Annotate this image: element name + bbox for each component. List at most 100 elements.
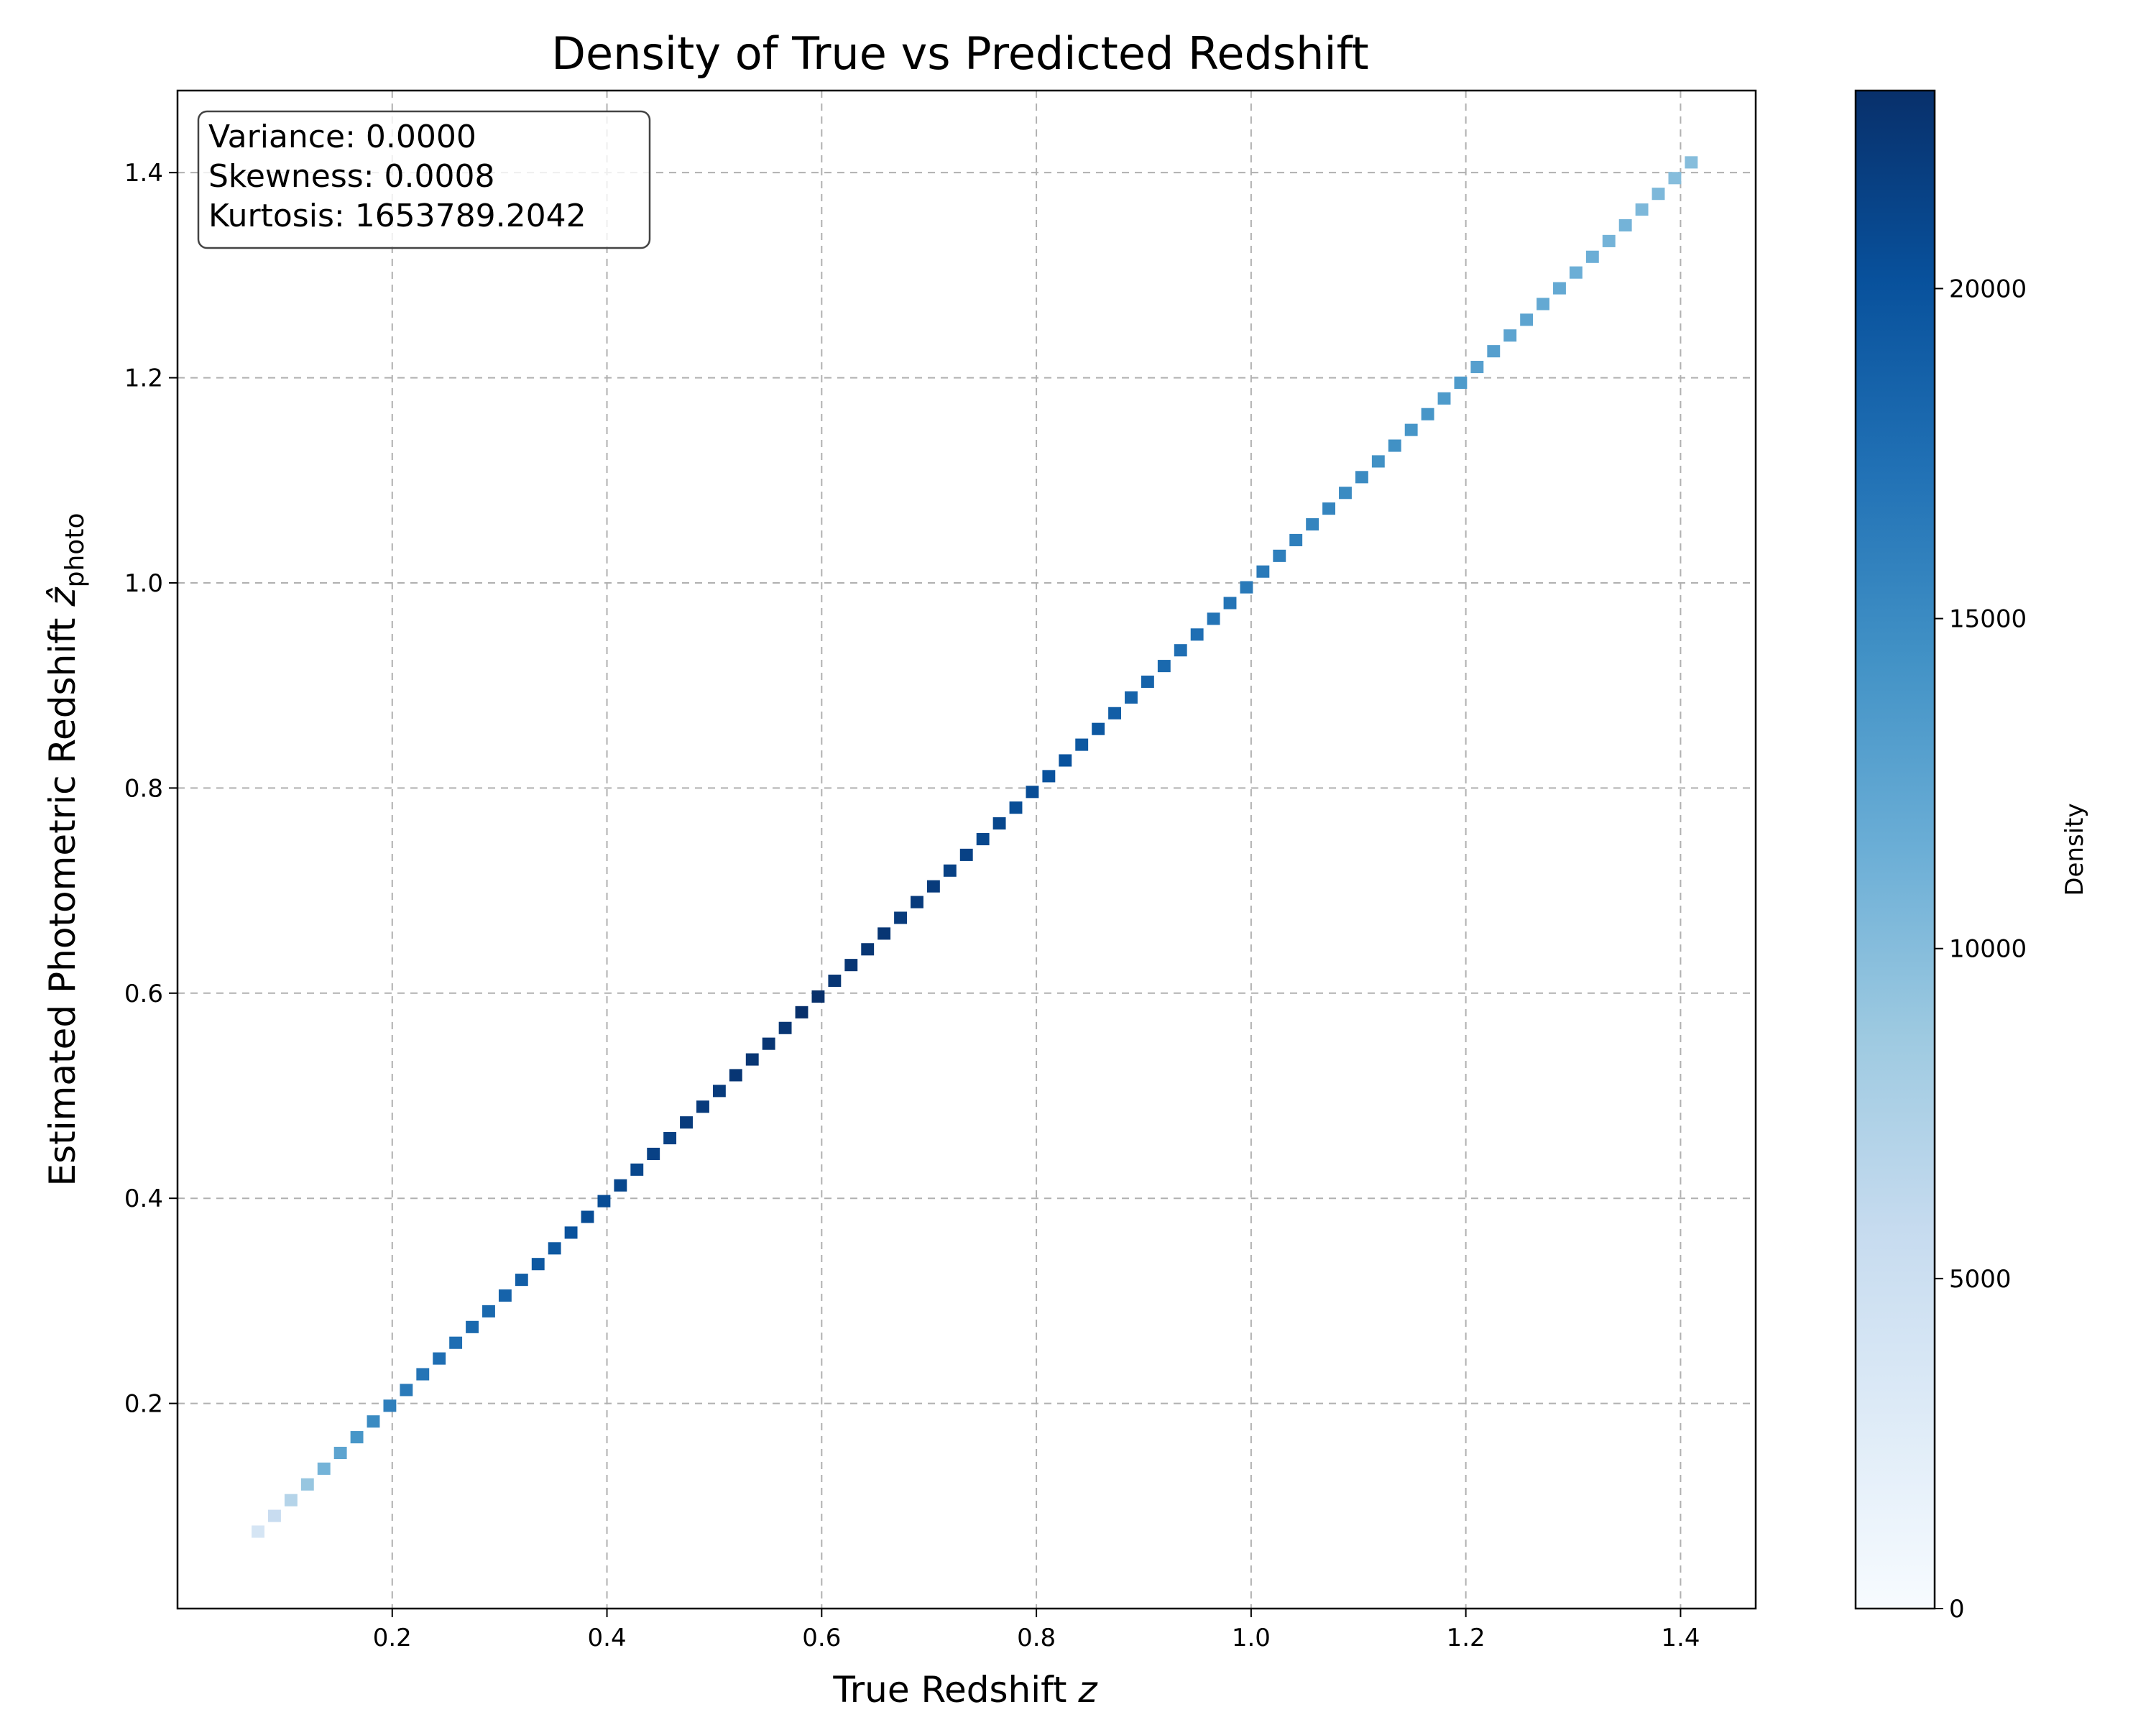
density-bin [367, 1415, 380, 1428]
x-axis-title-text: True Redshift [832, 1669, 1067, 1711]
density-bin [795, 1006, 808, 1018]
density-bin [383, 1399, 397, 1412]
density-bin [1339, 487, 1352, 500]
colorbar-tick-label: 15000 [1949, 605, 2027, 634]
x-tick-label: 0.8 [1017, 1624, 1056, 1652]
colorbar: 0 5000 10000 15000 20000 Density [1854, 89, 2089, 1624]
y-tick-label: 0.8 [124, 774, 163, 803]
density-bin [1026, 786, 1039, 799]
density-bin [712, 1085, 726, 1098]
density-bin [926, 880, 940, 893]
density-bin [844, 959, 858, 972]
density-bins [252, 156, 1698, 1538]
density-bin [778, 1021, 792, 1034]
density-bin [1141, 675, 1154, 689]
density-bin [1092, 722, 1105, 735]
density-bin [894, 911, 907, 924]
y-tick-label: 0.6 [124, 980, 163, 1008]
density-bin [416, 1368, 430, 1381]
stats-skewness: Skewness: 0.0008 [208, 158, 494, 195]
colorbar-gradient [1854, 89, 1936, 1610]
chart-title: Density of True vs Predicted Redshift [551, 27, 1368, 80]
y-axis-title: Estimated Photometric Redshift ẑphoto [42, 513, 90, 1187]
density-bin [1322, 502, 1335, 515]
density-bin [482, 1305, 495, 1317]
density-bin [630, 1163, 644, 1176]
density-bin [1470, 361, 1484, 374]
density-bin [959, 848, 973, 861]
density-bin [943, 864, 957, 877]
stats-variance: Variance: 0.0000 [208, 119, 476, 155]
colorbar-tick-label: 20000 [1949, 275, 2027, 303]
colorbar-tick-label: 10000 [1949, 935, 2027, 964]
plot-area-frame [176, 89, 1757, 1610]
y-axis-title-sub: photo [60, 513, 90, 588]
y-axis-title-text: Estimated Photometric Redshift [42, 618, 83, 1187]
density-bin [400, 1384, 413, 1397]
density-bin [1306, 518, 1319, 531]
density-bin [663, 1131, 677, 1145]
stats-box-frame [197, 110, 651, 249]
density-bin [1371, 455, 1385, 468]
density-bin [1355, 471, 1368, 484]
density-bin [531, 1258, 545, 1271]
density-bin [1388, 439, 1401, 452]
density-bin [466, 1320, 479, 1333]
density-bin [1240, 581, 1253, 594]
density-bin [333, 1446, 347, 1460]
density-bin [861, 943, 875, 956]
density-bin [597, 1195, 611, 1208]
density-bin [564, 1226, 578, 1239]
x-axis-title: True Redshift z [832, 1669, 1098, 1711]
density-bin [515, 1274, 528, 1287]
density-bin [1520, 313, 1534, 326]
density-bin [317, 1462, 331, 1475]
density-bin [252, 1525, 264, 1538]
density-bin [745, 1053, 759, 1066]
stats-box: Variance: 0.0000 Skewness: 0.0008 Kurtos… [197, 110, 651, 249]
density-bin [729, 1069, 742, 1082]
density-bin [1651, 188, 1665, 201]
density-bin [811, 990, 825, 1003]
density-bin [680, 1116, 693, 1129]
density-bin [1256, 565, 1270, 578]
density-bin [1569, 266, 1583, 279]
density-bin [1157, 660, 1171, 673]
density-bin [1404, 423, 1418, 436]
density-bin [1289, 533, 1303, 546]
density-bin [992, 817, 1006, 830]
density-bin [877, 927, 891, 940]
density-bin [1009, 801, 1023, 814]
x-axis-title-var: z [1077, 1669, 1098, 1711]
density-bin [828, 975, 842, 988]
density-bin [1668, 172, 1682, 185]
density-bin [647, 1147, 660, 1160]
density-bin [498, 1289, 512, 1302]
grid-lines [178, 91, 1756, 1609]
density-bin [1503, 329, 1517, 342]
stats-kurtosis: Kurtosis: 1653789.2042 [208, 198, 586, 234]
density-bin [1454, 376, 1468, 389]
y-axis-title-var: ẑ [42, 586, 83, 607]
y-tick-label: 1.2 [124, 364, 163, 393]
colorbar-tick-label: 5000 [1949, 1265, 2012, 1294]
density-bin [1207, 612, 1220, 625]
y-tick-label: 1.4 [124, 159, 163, 188]
x-tick-label: 0.4 [588, 1624, 627, 1652]
density-bin [1537, 298, 1549, 310]
x-tick-label: 0.6 [802, 1624, 841, 1652]
density-bin [268, 1509, 281, 1522]
x-tick-label: 1.0 [1232, 1624, 1271, 1652]
density-bin [1585, 250, 1599, 263]
density-bin [976, 832, 990, 846]
density-bin [1273, 549, 1286, 562]
density-bin [696, 1100, 709, 1113]
density-bin [300, 1478, 314, 1491]
density-bin [350, 1431, 364, 1444]
density-bin [1421, 408, 1434, 420]
colorbar-tick-label: 0 [1949, 1595, 1965, 1624]
density-bin [1602, 234, 1616, 247]
density-bin [1487, 345, 1501, 358]
density-bin [762, 1037, 775, 1050]
density-bin [1108, 707, 1121, 719]
